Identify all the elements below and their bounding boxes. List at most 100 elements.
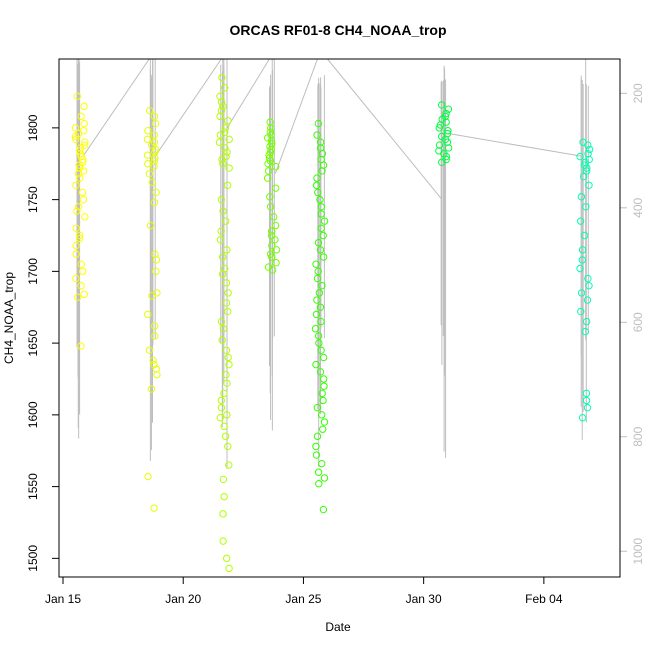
data-point [79, 195, 88, 204]
data-point [222, 554, 231, 563]
data-point [582, 396, 591, 405]
data-point [314, 188, 322, 197]
data-point [143, 135, 152, 144]
data-point [313, 174, 321, 182]
data-point [224, 353, 232, 362]
y-tick-label: 1800 [26, 114, 40, 141]
y-tick-label: 1600 [26, 401, 40, 428]
data-point [576, 264, 584, 273]
data-point [320, 217, 329, 225]
data-point [319, 231, 327, 240]
data-point [222, 217, 230, 225]
data-point [319, 353, 328, 362]
data-point [578, 414, 587, 422]
data-point [583, 164, 591, 172]
x-tick-label: Feb 04 [525, 592, 563, 606]
data-point [435, 141, 444, 149]
data-point [75, 234, 84, 243]
data-point [315, 480, 323, 488]
data-point [218, 155, 226, 164]
data-point [76, 174, 84, 182]
data-point [217, 403, 226, 412]
data-point [270, 213, 278, 221]
pressure-trace-connector [447, 132, 583, 157]
data-point [80, 290, 89, 299]
data-point [77, 342, 85, 350]
data-point [144, 160, 152, 168]
data-point [320, 382, 328, 390]
data-point [223, 411, 231, 419]
data-point [577, 193, 586, 201]
data-point [317, 210, 325, 218]
data-point [79, 267, 87, 276]
pressure-trace-connector [226, 59, 270, 128]
data-point [444, 105, 453, 113]
data-point [77, 112, 85, 121]
data-point [73, 293, 82, 301]
data-point [318, 411, 326, 419]
data-point [219, 102, 227, 111]
y2-tick-label: 800 [631, 426, 645, 446]
data-point [317, 346, 325, 354]
data-point [224, 117, 232, 125]
data-point [72, 241, 80, 250]
data-point [313, 274, 322, 283]
plot-frame [58, 58, 621, 578]
data-point [72, 135, 80, 144]
data-point [151, 154, 159, 162]
data-point [316, 303, 325, 311]
data-point [73, 92, 82, 101]
data-point [582, 317, 591, 326]
data-point [220, 84, 229, 92]
data-point [222, 299, 231, 307]
data-point [318, 167, 326, 175]
data-point [218, 253, 227, 261]
data-point [319, 375, 328, 383]
data-point [225, 135, 233, 144]
y-axis-label: CH4_NOAA_trop [2, 272, 16, 364]
data-point [316, 246, 325, 254]
data-point [318, 282, 326, 290]
data-point [315, 339, 323, 347]
data-point [148, 141, 156, 149]
data-point [224, 442, 232, 451]
y2-tick-label: 200 [631, 83, 645, 103]
data-point [144, 472, 152, 481]
data-point [219, 207, 227, 215]
x-tick-label: Jan 15 [45, 592, 81, 606]
data-point [219, 510, 227, 518]
data-point [317, 224, 325, 233]
data-point [72, 181, 80, 189]
data-point [317, 203, 325, 211]
data-point [224, 289, 232, 297]
data-point [144, 127, 152, 135]
data-point [580, 231, 589, 240]
data-point [577, 307, 585, 316]
data-point [222, 370, 230, 379]
data-point [312, 310, 321, 319]
data-point [76, 144, 85, 152]
data-point [223, 181, 232, 189]
y2-tick-label: 1000 [631, 538, 645, 565]
data-point [150, 504, 158, 512]
data-point [151, 148, 159, 156]
data-point [74, 203, 83, 211]
data-point [267, 124, 275, 132]
data-point [263, 174, 272, 182]
data-point [80, 102, 88, 111]
data-point [312, 360, 320, 369]
data-point [320, 418, 329, 426]
data-point [150, 112, 159, 121]
data-point [272, 259, 280, 267]
data-point [152, 188, 160, 197]
data-point [217, 195, 226, 204]
data-point [216, 112, 224, 121]
data-point [81, 138, 89, 146]
data-point [266, 118, 274, 126]
data-point [75, 161, 83, 169]
data-point [143, 151, 152, 159]
data-point [145, 346, 154, 354]
data-point [222, 346, 231, 354]
data-point [583, 403, 592, 412]
data-point [79, 155, 87, 164]
